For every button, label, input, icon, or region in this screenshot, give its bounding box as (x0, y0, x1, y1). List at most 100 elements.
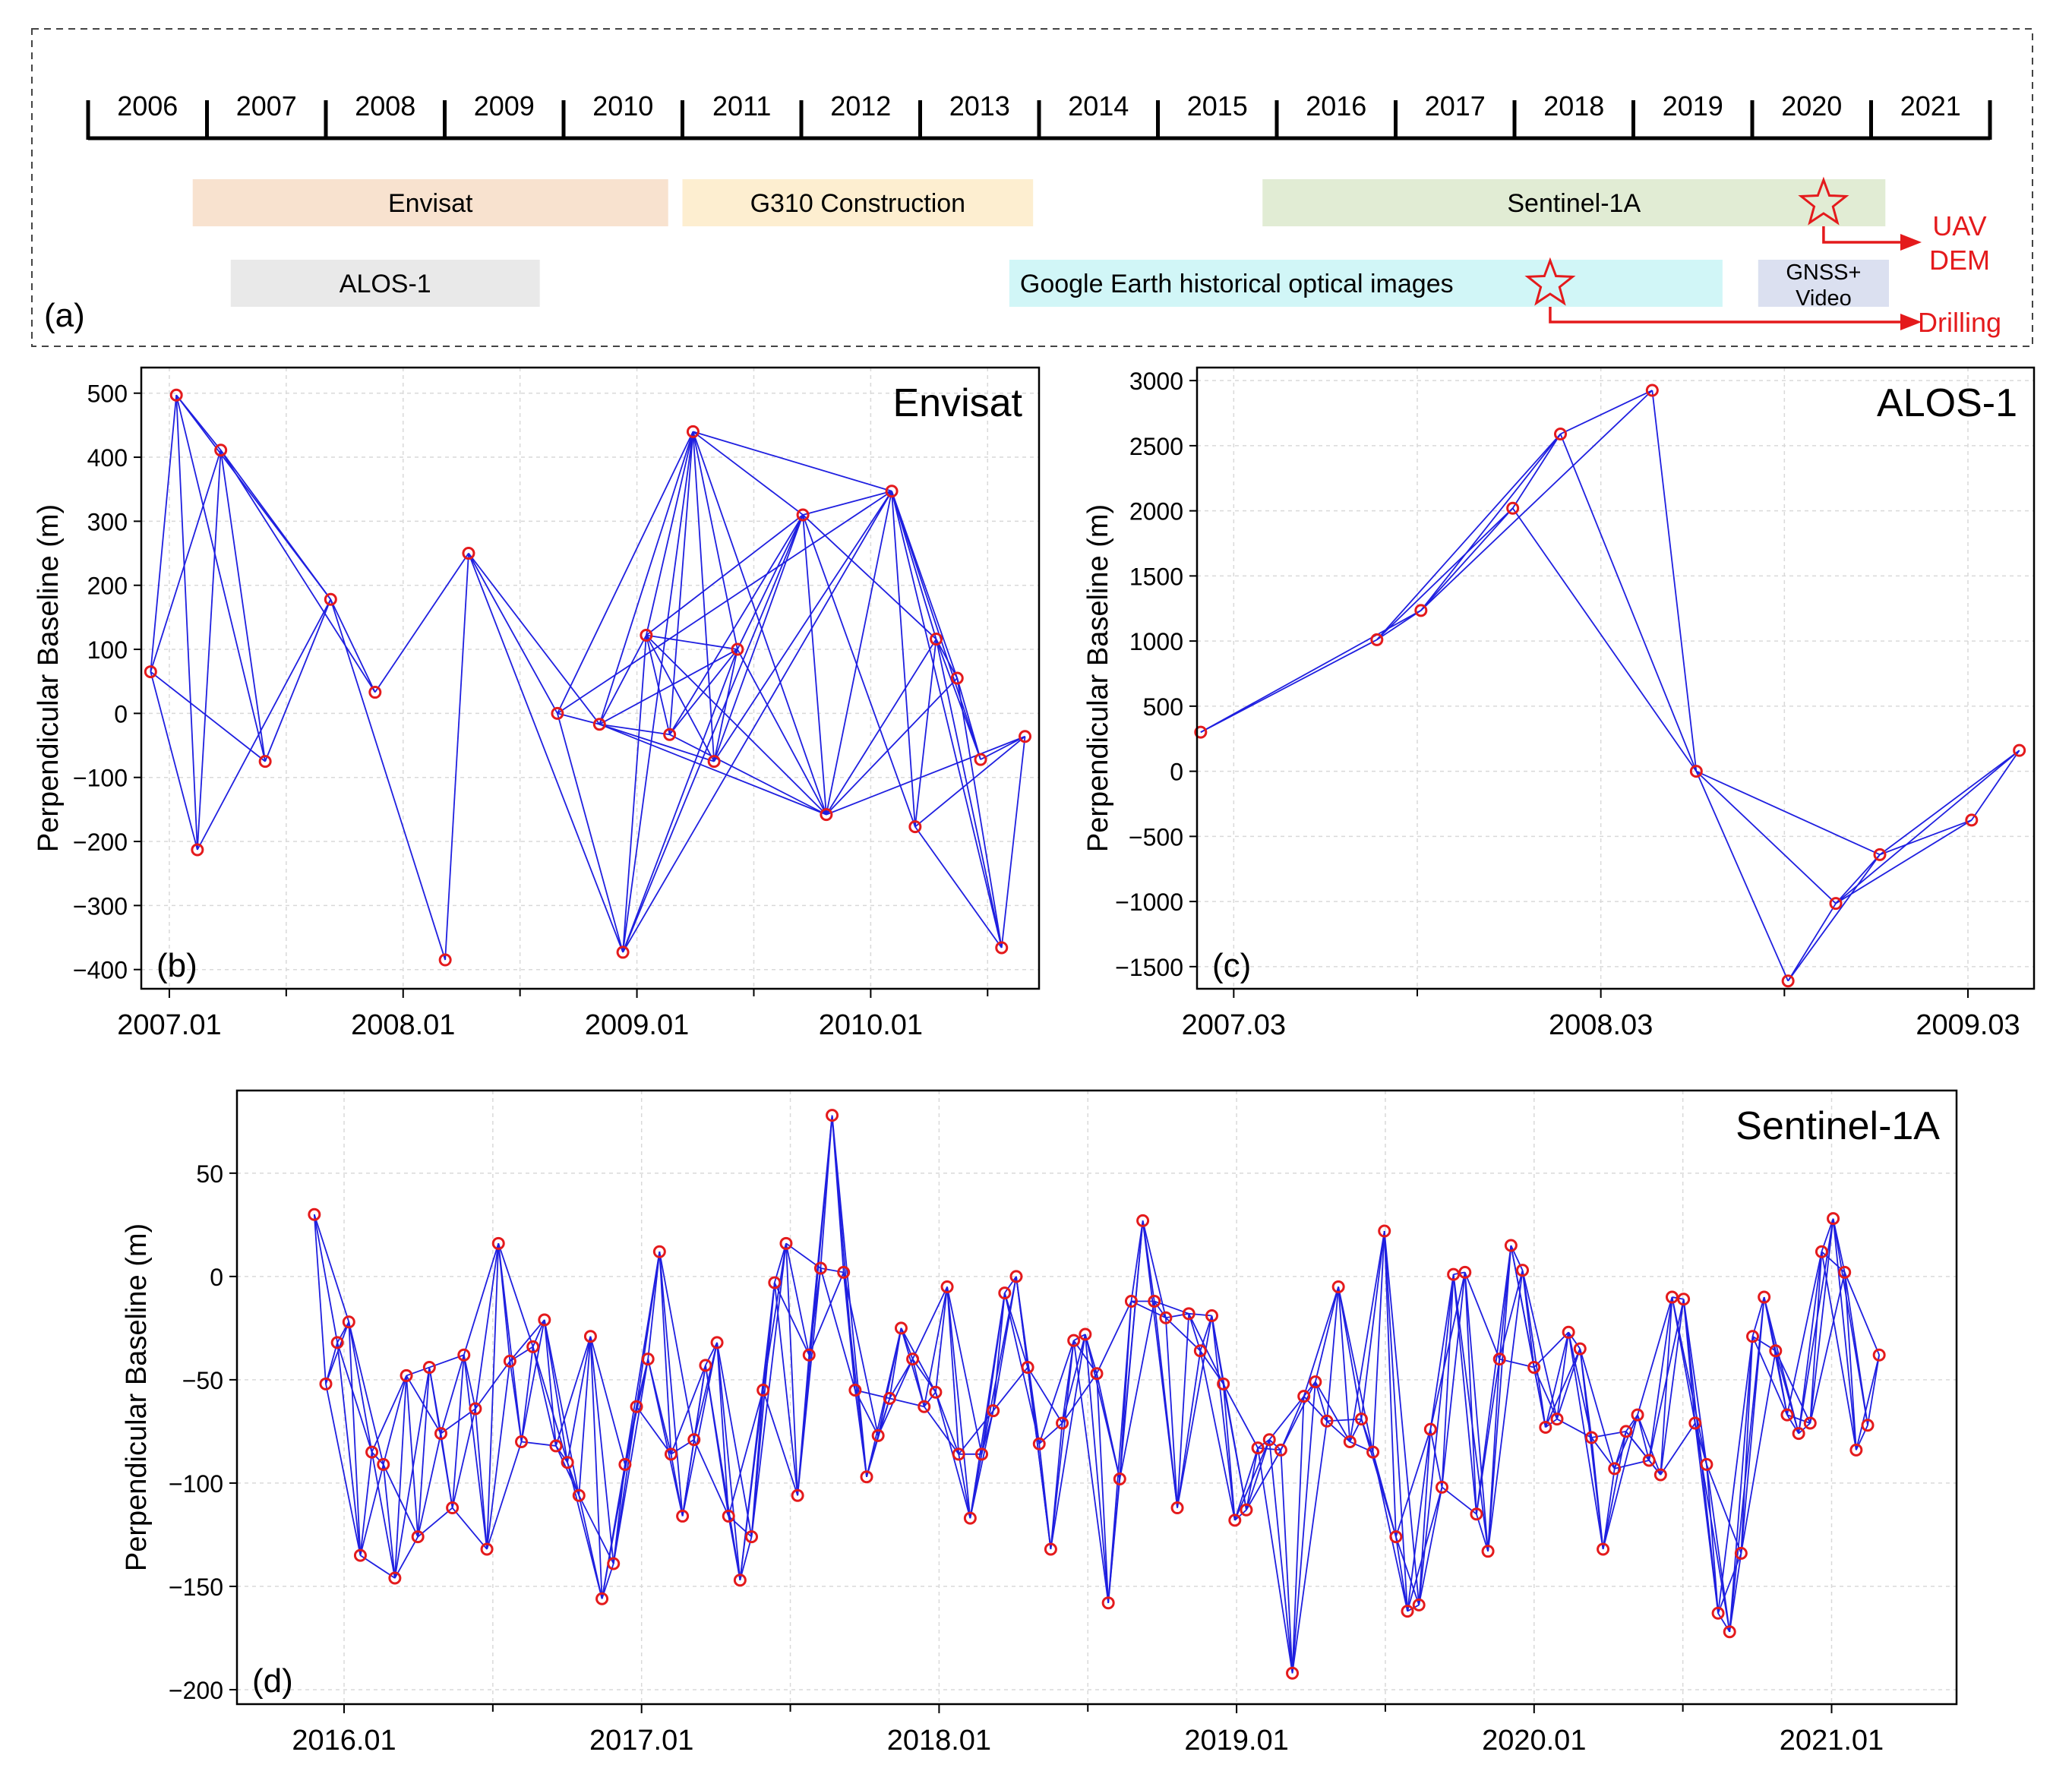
panel-sentinel-1a: 50 0 −50 −100 −150 −200 2016.01 2017.01 2018.01 2… (121, 1089, 1958, 1757)
network-edge (1751, 1296, 1765, 1337)
data-point (1194, 725, 1208, 739)
timeline-year-label: 2006 (117, 90, 178, 122)
timeline-year-label: 2009 (474, 90, 535, 122)
network-edge (1119, 1220, 1144, 1479)
network-edge (622, 649, 738, 953)
data-point (324, 592, 337, 606)
data-point (722, 1509, 735, 1523)
data-point (1653, 1468, 1667, 1482)
x-tick-label: 2008.01 (351, 1009, 455, 1041)
network-edge (645, 635, 671, 735)
network-edge (992, 1366, 1028, 1412)
network-edge (1234, 1509, 1247, 1521)
network-edge (393, 1367, 431, 1579)
network-edge (820, 1267, 844, 1274)
data-point (1608, 1462, 1622, 1476)
data-point (1803, 1416, 1817, 1430)
network-edge (1559, 434, 1698, 772)
data-point (365, 1445, 379, 1459)
data-point (1550, 1413, 1564, 1426)
data-point (733, 1574, 747, 1587)
network-edge (956, 677, 981, 760)
network-edge (1694, 1422, 1731, 1632)
network-edge (1613, 1414, 1638, 1469)
data-point (1554, 427, 1567, 440)
network-edge (1660, 1299, 1685, 1476)
network-edge (1314, 1286, 1340, 1382)
plot-frame (1196, 366, 2036, 990)
timeline-year-label: 2020 (1781, 90, 1842, 122)
data-point (940, 1280, 954, 1293)
network-edge (1695, 770, 1881, 856)
data-point (1584, 1431, 1598, 1444)
network-edge (1383, 1230, 1420, 1605)
y-axis-label: Perpendicular Baseline (m) (33, 504, 65, 852)
network-edge (692, 431, 715, 762)
data-point (330, 1336, 344, 1349)
network-edge (451, 1355, 465, 1508)
network-edge (1233, 1447, 1259, 1521)
network-edge (1855, 1355, 1881, 1450)
y-tick-label: 0 (114, 700, 128, 728)
data-point (1861, 1419, 1875, 1432)
network-edge (1835, 819, 1973, 904)
data-point (802, 1348, 816, 1362)
data-point (1148, 1294, 1161, 1308)
y-tick-label: −100 (169, 1470, 223, 1498)
network-edge (475, 1408, 488, 1550)
network-edge (646, 634, 827, 816)
chart-title: ALOS-1 (1877, 381, 2017, 425)
network-edge (348, 1321, 384, 1465)
network-edge (1835, 750, 2020, 904)
network-edge (1257, 1439, 1270, 1449)
network-edge (992, 1293, 1006, 1411)
network-edge (1372, 1451, 1408, 1611)
network-edge (1809, 1272, 1846, 1424)
network-edge (1717, 1612, 1730, 1633)
network-edge (578, 1336, 592, 1496)
network-edge (1694, 1422, 1719, 1614)
data-point (995, 941, 1009, 955)
network-edge (647, 1359, 684, 1517)
network-edge (1061, 1340, 1075, 1424)
y-axis-label: Perpendicular Baseline (m) (121, 1223, 153, 1571)
network-edge (1188, 1313, 1202, 1352)
data-point (1056, 1416, 1069, 1430)
panel-label: (d) (252, 1662, 293, 1700)
network-edge (1038, 1444, 1052, 1550)
data-point (214, 444, 228, 457)
y-tick-label: 2000 (1129, 498, 1183, 526)
network-edge (1499, 1270, 1524, 1359)
network-edge (509, 1346, 534, 1362)
data-point (1205, 1309, 1218, 1323)
data-point (1688, 1416, 1702, 1430)
y-tick-label: −1000 (1115, 889, 1183, 916)
network-edge (1061, 1373, 1098, 1424)
data-point (1573, 1342, 1587, 1356)
network-edge (802, 514, 937, 640)
network-edge (486, 1441, 523, 1550)
network-edge (1072, 1340, 1110, 1603)
network-edge (826, 735, 1025, 816)
data-point (342, 1315, 355, 1329)
network-edge (1740, 1296, 1765, 1554)
data-point (1297, 1390, 1311, 1403)
network-edge (1429, 1274, 1455, 1430)
timeline-year-label: 2014 (1068, 90, 1129, 122)
network-edge (1291, 1381, 1316, 1674)
data-point (1366, 1445, 1380, 1459)
data-point (676, 1509, 690, 1523)
drilling-star-arrowhead (1900, 314, 1922, 330)
network-edge (762, 1390, 798, 1496)
data-point (731, 642, 744, 656)
network-edge (1268, 1439, 1293, 1674)
network-edge (1441, 1272, 1466, 1488)
data-point (1838, 1265, 1852, 1279)
network-edge (808, 1272, 845, 1356)
network-edge (1787, 903, 1837, 982)
network-edge (313, 1214, 350, 1322)
y-tick-label: −200 (169, 1677, 223, 1704)
y-tick-label: 1500 (1129, 563, 1183, 590)
network-edge (1879, 750, 2020, 856)
network-edge (1211, 1315, 1236, 1520)
